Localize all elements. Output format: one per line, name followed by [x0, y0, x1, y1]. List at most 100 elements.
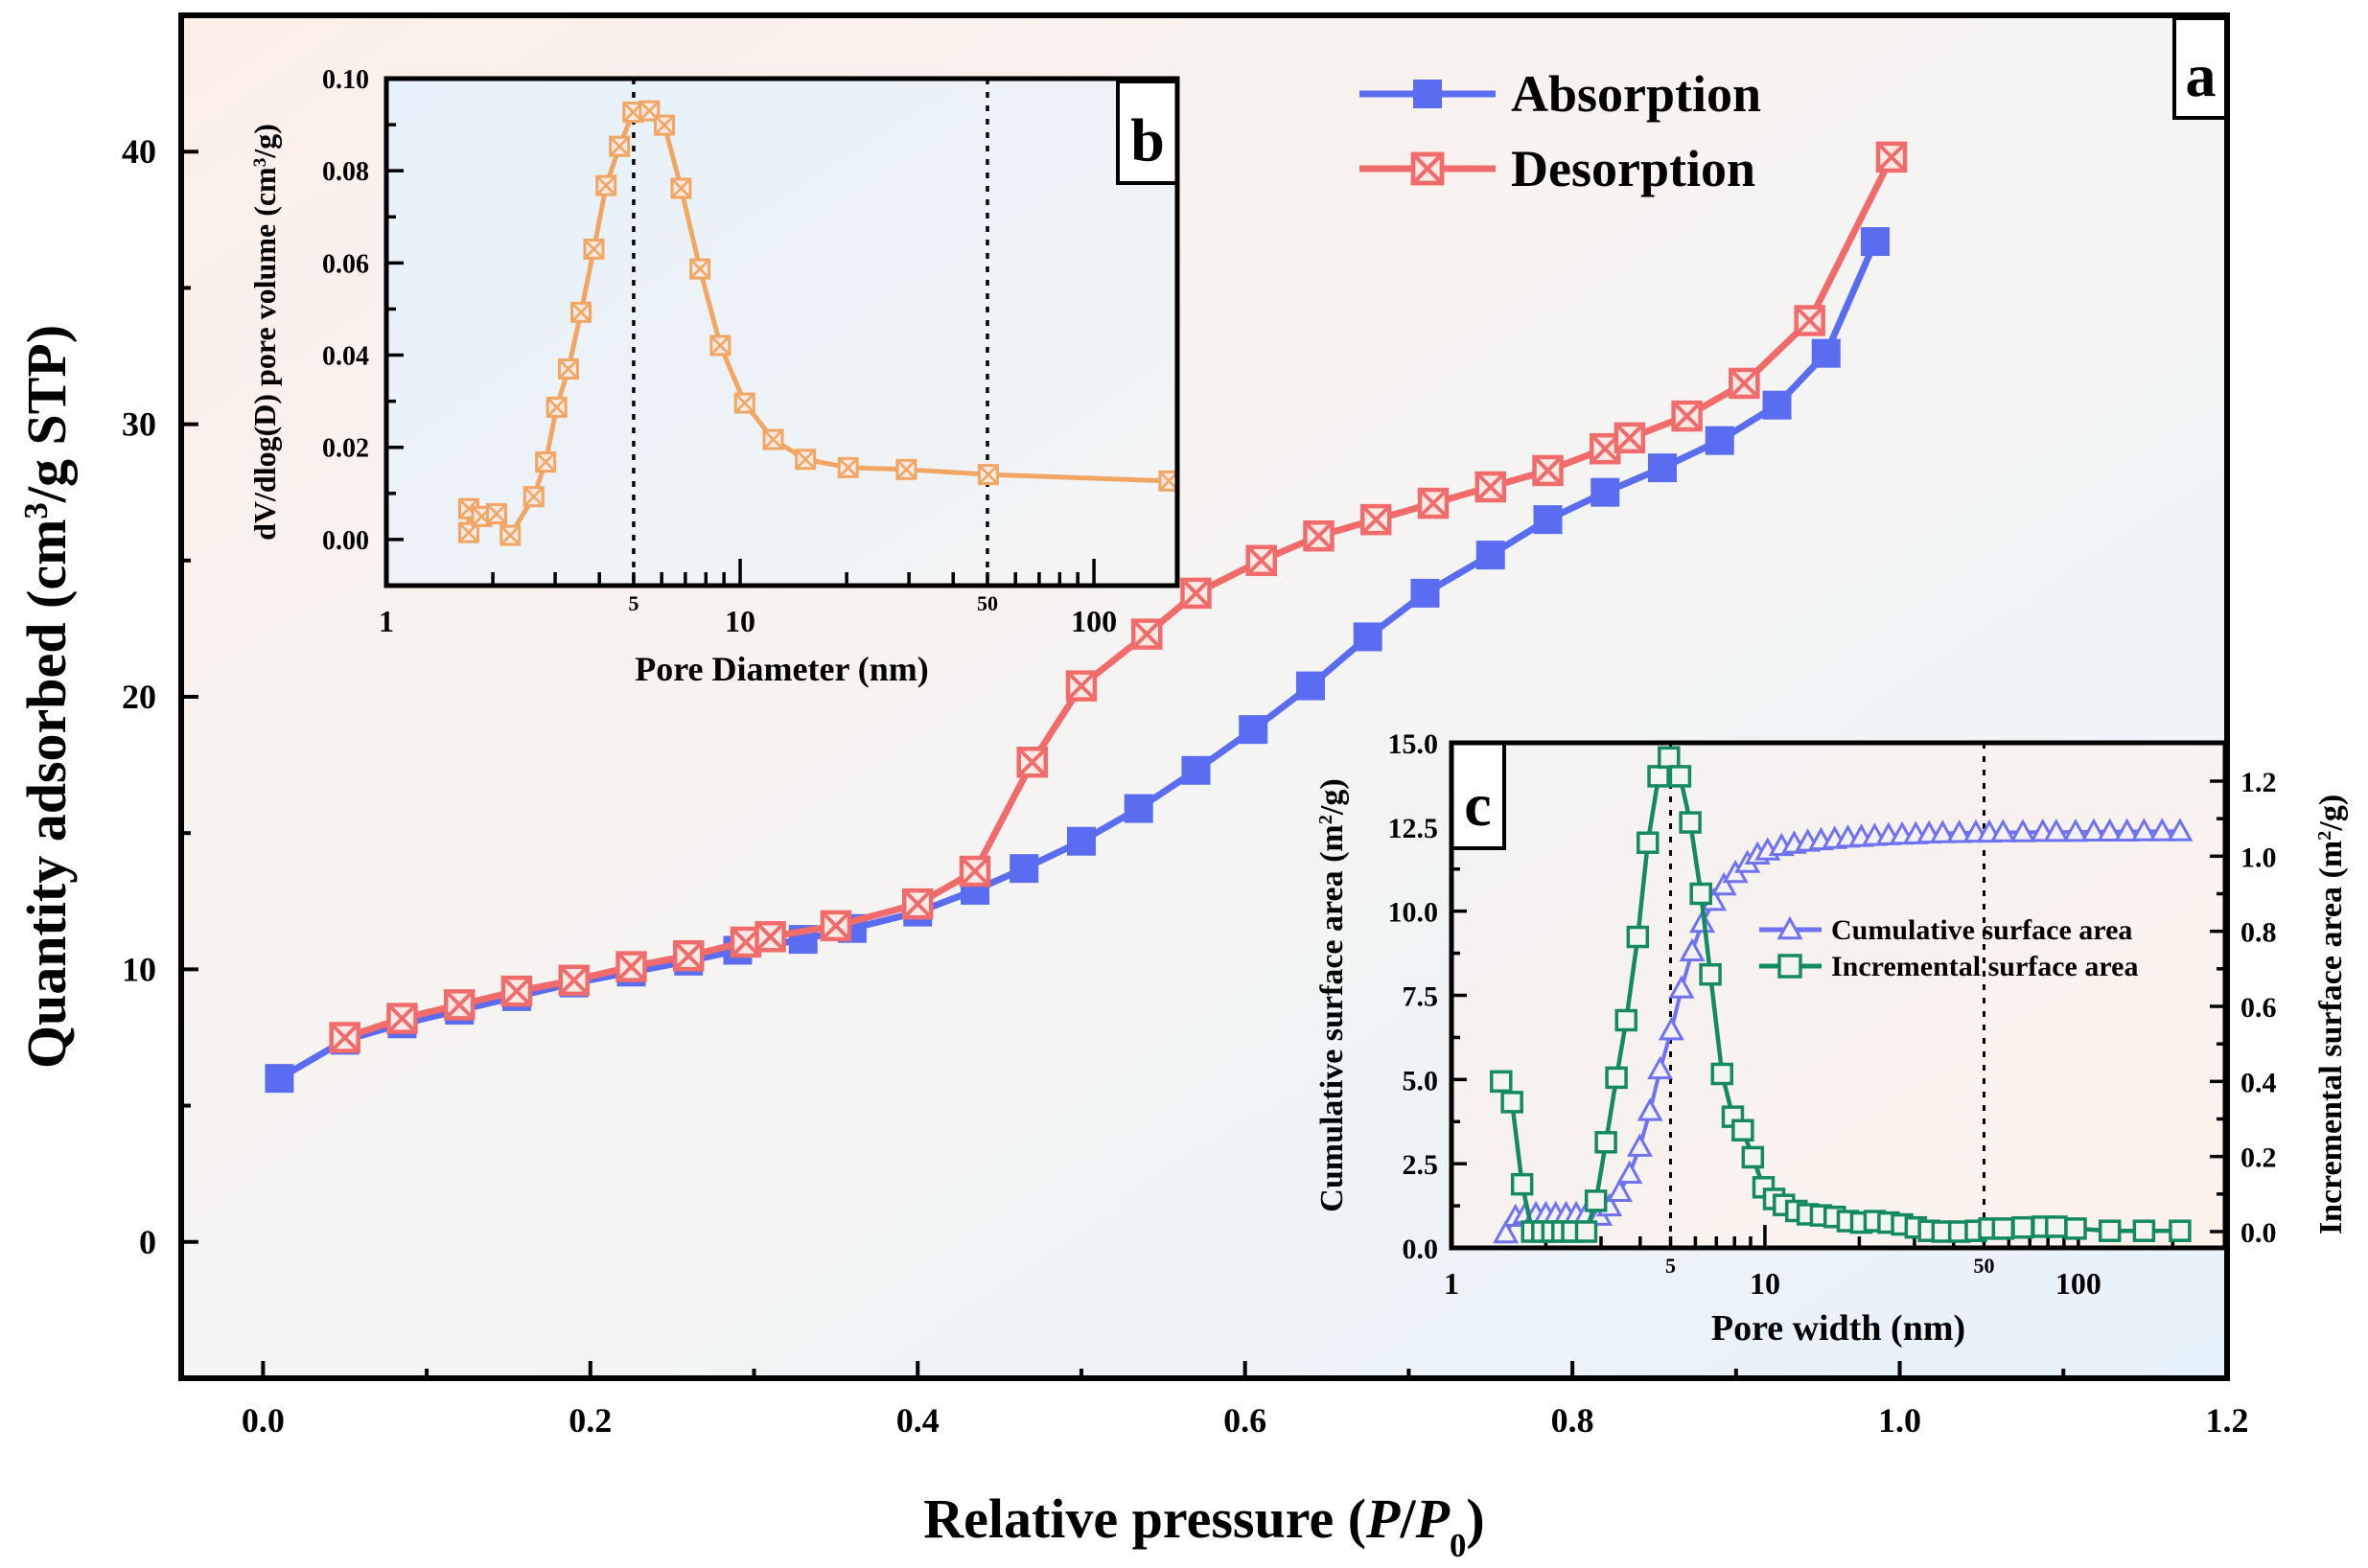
y-tick-label: 0.08 [322, 157, 369, 187]
incremental-surface-area-series-point [1658, 746, 1681, 770]
y-tick-label: 10.0 [1388, 897, 1439, 929]
y-tick-label: 15.0 [1388, 728, 1439, 760]
pore-size-distribution-series-point [583, 238, 605, 260]
pore-size-distribution-series-point-x [795, 449, 816, 470]
panel-label: c [1464, 771, 1491, 839]
legend-marker [1410, 151, 1445, 186]
legend-marker-x [1411, 152, 1444, 185]
y-axis-title-part: Quantity adsorbed (cm [15, 519, 78, 1070]
cumulative-surface-area-series-point [1929, 819, 1956, 843]
pore-size-distribution-series-point-x [734, 393, 755, 414]
desorption-series-point-x [1590, 433, 1620, 464]
y-tick-label: 40 [122, 132, 156, 171]
desorption-series-point [672, 939, 705, 972]
x-tick-label: 100 [1071, 604, 1117, 638]
cumulative-surface-area-series-point [1647, 1055, 1674, 1080]
absorption-series-point [1648, 453, 1678, 483]
y-axis-title-part: 2 [1315, 815, 1336, 824]
desorption-series-point [1671, 400, 1703, 432]
x-tick-label: 1.0 [1878, 1401, 1921, 1440]
x-tick-label: 0.0 [242, 1401, 285, 1440]
absorption-series-point [1533, 505, 1563, 535]
desorption-series-point-x [902, 888, 933, 919]
incremental-surface-area-series [1490, 746, 2192, 1243]
x-tick-label: 1 [379, 604, 394, 638]
y-axis-title-part: Cumulative surface area (m [1314, 824, 1350, 1211]
y-axis-title-part: /g STP) [15, 325, 78, 503]
pore-size-distribution-series-point-x [486, 503, 507, 524]
incremental-surface-area-series-point [1510, 1172, 1534, 1196]
y-tick-label: 0.0 [1403, 1234, 1439, 1265]
y-axis-title-part: 3 [250, 158, 270, 168]
incremental-surface-area-series-point [2064, 1217, 2087, 1240]
desorption-series-point-x [1876, 142, 1907, 173]
desorption-series-point [558, 964, 590, 997]
x-tick-label: 0.4 [896, 1401, 940, 1440]
right-y-tick-label: 0.6 [2240, 992, 2277, 1024]
cumulative-surface-area-series-point [1616, 1160, 1643, 1185]
legend-label: Incremental surface area [1831, 951, 2138, 982]
incremental-surface-area-series-point [2011, 1215, 2034, 1239]
cumulative-surface-area-series-point [1606, 1178, 1633, 1202]
pore-size-distribution-series-point [670, 177, 692, 199]
incremental-surface-area-series-point [1710, 1062, 1734, 1086]
pore-size-distribution-series-point-x [763, 429, 783, 450]
pore-size-distribution-series-point-x [595, 175, 616, 196]
plot-a-frame [178, 12, 2230, 1381]
pore-size-distribution-series-point [522, 486, 545, 508]
plot-c-background [1451, 743, 2225, 1248]
desorption-series-point-x [1304, 520, 1334, 551]
pore-size-distribution-series-point-x [499, 525, 521, 546]
desorption-series-point [1016, 747, 1048, 778]
pore-size-distribution-series-point [486, 502, 508, 524]
pore-size-distribution-series-point [837, 456, 859, 478]
desorption-series-point-x [1672, 401, 1703, 431]
incremental-surface-area-series-point [1584, 1189, 1608, 1212]
pore-size-distribution-series-point-x [558, 358, 579, 380]
pore-size-distribution-series [457, 100, 1180, 546]
desorption-series-point-x [731, 927, 761, 957]
incremental-surface-area-series-point [1679, 811, 1702, 834]
desorption-series-point [820, 910, 852, 942]
cumulative-surface-area-series-point [2114, 818, 2141, 842]
y-tick-label: 30 [122, 405, 156, 444]
desorption-series-point [1474, 471, 1507, 503]
pore-size-distribution-series-point [557, 357, 579, 380]
absorption-series-point [1353, 622, 1382, 652]
x-axis-title-part: 0 [1450, 1527, 1466, 1564]
y-axis-title-part: dV/dlog(D) pore volume (cm [247, 167, 282, 541]
incremental-surface-area-series-point [1731, 1118, 1754, 1141]
x-minor-tick-label: 5 [628, 591, 638, 615]
incremental-surface-area-series-point [1637, 831, 1660, 854]
desorption-series-point [1417, 487, 1450, 519]
y-tick-label: 0.06 [322, 249, 369, 279]
right-y-axis-title-part: Incremental surface area (m [2313, 841, 2349, 1234]
right-y-tick-label: 1.0 [2240, 842, 2277, 873]
incremental-surface-area-series-point [1668, 765, 1692, 788]
desorption-series-point-x [673, 940, 704, 971]
y-axis-title-part: 3 [17, 502, 55, 519]
pore-size-distribution-series-point [570, 301, 592, 323]
pore-size-distribution-series-point [762, 428, 784, 450]
cumulative-surface-area-series-point [1493, 1219, 1520, 1244]
right-y-tick-label: 0.4 [2240, 1067, 2277, 1098]
pore-size-distribution-series-point-x [535, 451, 556, 473]
x-axis-title-part: ) [1466, 1487, 1484, 1550]
pore-size-distribution-series-point [689, 258, 711, 280]
x-axis-title-part: Relative pressure ( [923, 1487, 1366, 1550]
desorption-series-point-x [501, 976, 532, 1006]
legend-label: Absorption [1511, 65, 1761, 123]
y-tick-label: 0.02 [322, 434, 369, 464]
pore-size-distribution-series-point [977, 464, 999, 486]
pore-size-distribution-series-point [733, 392, 755, 414]
y-axis-title: dV/dlog(D) pore volume (cm3/g) [247, 124, 282, 541]
incremental-surface-area-series-point [1689, 882, 1712, 906]
pore-size-distribution-series-point [609, 135, 631, 157]
absorption-series-point [1295, 671, 1325, 701]
plot-c-frame [1449, 740, 2228, 1251]
panel-label: a [2186, 41, 2217, 109]
absorption-series-point [1410, 578, 1440, 608]
absorption-series-point [1811, 338, 1841, 368]
pore-size-distribution-series-point [709, 334, 731, 357]
absorption-series-point [1124, 794, 1153, 823]
